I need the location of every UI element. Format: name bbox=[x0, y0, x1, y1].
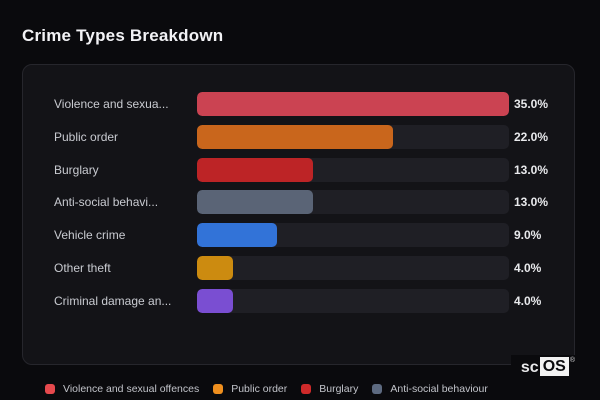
value-label: 35.0% bbox=[514, 97, 549, 111]
bar-row: Burglary 13.0% bbox=[23, 157, 574, 182]
bar-other-theft[interactable] bbox=[197, 255, 233, 280]
bar-violence-and-sexual-offences[interactable] bbox=[197, 92, 509, 116]
bar-row: Violence and sexua... 35.0% bbox=[23, 92, 574, 116]
value-label: 4.0% bbox=[514, 293, 542, 308]
bar-row: Criminal damage an... 4.0% bbox=[23, 288, 574, 313]
category-label: Violence and sexua... bbox=[54, 97, 169, 111]
value-label: 22.0% bbox=[514, 129, 549, 144]
value-label: 13.0% bbox=[514, 195, 549, 210]
bar-row: Public order 22.0% bbox=[23, 124, 574, 149]
bar-burglary[interactable] bbox=[197, 157, 313, 182]
bar-track bbox=[197, 255, 509, 280]
scos-logo-box: OS bbox=[539, 357, 569, 376]
legend-swatch-icon bbox=[372, 384, 383, 394]
bar-track bbox=[197, 92, 509, 116]
legend-swatch-icon bbox=[45, 384, 55, 394]
category-label: Burglary bbox=[54, 162, 99, 177]
bar-track bbox=[197, 223, 509, 248]
legend-label: Anti-social behaviour bbox=[390, 383, 488, 395]
value-label: 4.0% bbox=[514, 260, 542, 275]
category-label: Anti-social behavi... bbox=[54, 195, 159, 210]
bar-track bbox=[197, 288, 509, 313]
bar-track bbox=[197, 124, 509, 149]
bar-public-order[interactable] bbox=[197, 124, 394, 149]
legend-label: Public order bbox=[231, 383, 288, 395]
value-label: 13.0% bbox=[514, 162, 549, 177]
scos-logo-prefix: sc bbox=[520, 359, 539, 376]
category-label: Vehicle crime bbox=[54, 228, 126, 243]
category-label: Public order bbox=[54, 129, 119, 144]
legend-item-burglary[interactable]: Burglary bbox=[301, 383, 358, 395]
bar-row: Other theft 4.0% bbox=[23, 255, 574, 280]
bar-anti-social-behaviour[interactable] bbox=[197, 190, 313, 215]
bar-criminal-damage[interactable] bbox=[197, 288, 233, 313]
category-label: Criminal damage an... bbox=[54, 293, 172, 308]
page-title: Crime Types Breakdown bbox=[22, 26, 224, 45]
chart-legend: Violence and sexual offences Public orde… bbox=[45, 383, 488, 395]
legend-item-anti-social-behaviour[interactable]: Anti-social behaviour bbox=[372, 383, 488, 395]
bar-row: Anti-social behavi... 13.0% bbox=[23, 190, 574, 215]
legend-item-violence-and-sexual-offences[interactable]: Violence and sexual offences bbox=[45, 383, 199, 395]
legend-swatch-icon bbox=[213, 384, 224, 394]
legend-swatch-icon bbox=[301, 384, 312, 394]
legend-label: Violence and sexual offences bbox=[63, 383, 200, 395]
scos-logo: sc OS ® bbox=[510, 355, 575, 379]
chart-panel: Violence and sexua... 35.0% Public order… bbox=[22, 64, 575, 365]
bar-track bbox=[197, 157, 509, 182]
bar-row: Vehicle crime 9.0% bbox=[23, 223, 574, 248]
bar-vehicle-crime[interactable] bbox=[197, 223, 278, 248]
category-label: Other theft bbox=[54, 260, 111, 275]
registered-trademark-icon: ® bbox=[569, 357, 575, 364]
bar-track bbox=[197, 190, 509, 215]
legend-label: Burglary bbox=[319, 383, 359, 395]
legend-item-public-order[interactable]: Public order bbox=[213, 383, 287, 395]
value-label: 9.0% bbox=[514, 228, 542, 243]
